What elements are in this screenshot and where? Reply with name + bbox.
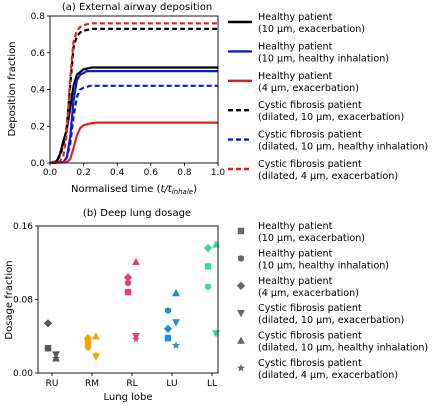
panel-a-x-tick-label: 0.6 (144, 168, 159, 178)
panel-a-series (49, 22, 218, 165)
panel-b-legend-marker-2 (237, 255, 245, 262)
panel-a-x-tick-label: 0.4 (110, 168, 125, 178)
panel-a-legend-label-5-line-2: (dilated, 10 µm, healthy inhalation) (258, 142, 428, 153)
panel-b-ticks: RU RM RL LU LL 0.00 0.08 0.16 (13, 222, 217, 389)
panel-b-legend-marker-5 (237, 336, 245, 344)
panel-b-y-axis-label: Dosage fraction (4, 260, 15, 339)
panel-b-marker-ru-series-6 (51, 354, 61, 362)
panel-b-marker-rl-series-1 (124, 288, 132, 296)
panel-a-legend-label-1-line-1: Healthy patient (258, 12, 333, 23)
panel-b: (b) Deep lung dosage RU RM RL LU LL 0.00 0.08 0… (4, 208, 428, 403)
panel-a-legend-label-4-line-2: (dilated, 10 µm, exacerbation) (258, 112, 404, 123)
panel-b-marker-rl-series-6 (131, 334, 141, 343)
panel-b-marker-rl-series-5 (132, 257, 140, 266)
panel-b-marker-rm-series-5 (92, 332, 100, 340)
panel-b-marker-ru-series-3 (43, 319, 53, 328)
panel-b-marker-lu-series-1 (164, 334, 172, 342)
panel-b-marker-ll-series-1 (204, 263, 212, 270)
panel-a-legend-label-2-line-2: (10 µm, healthy inhalation) (258, 53, 389, 64)
panel-a-y-tick-label: 0.4 (31, 86, 46, 96)
panel-b-marker-lu-series-4 (172, 319, 180, 327)
panel-b-marker-ru-series-2 (44, 344, 52, 352)
panel-b-legend-label-6-line-1: Cystic fibrosis patient (258, 358, 362, 369)
panel-b-marker-ll-series-2 (204, 283, 212, 290)
panel-b-marker-lu-series-3 (163, 324, 173, 334)
panel-a-y-tick-label: 0.0 (31, 159, 46, 169)
panel-b-marker-lu-series-6 (171, 341, 181, 349)
panel-b-x-tick-label: RL (126, 379, 137, 389)
panel-a-series-line-6 (49, 22, 218, 165)
panel-b-x-tick-label: LU (166, 379, 177, 389)
panel-b-marker-ll-series-6 (211, 328, 221, 337)
panel-a-legend-label-6-line-2: (dilated, 4 µm, exacerbation) (258, 171, 398, 182)
panel-b-x-axis-label: Lung lobe (104, 392, 153, 403)
panel-a-legend-label-4-line-1: Cystic fibrosis patient (258, 100, 362, 111)
panel-a-x-tick-label: 0.8 (177, 168, 192, 178)
panel-a-ticks: 0.0 0.2 0.4 0.6 0.8 1.0 0.0 0.2 0.4 0.6 0.8 (31, 12, 226, 178)
panel-b-x-tick-label: RU (46, 379, 59, 389)
panel-b-marker-rm-series-1 (84, 339, 92, 346)
panel-b-marker-rm-series-2 (84, 344, 92, 351)
panel-a-legend-label-6-line-1: Cystic fibrosis patient (258, 159, 362, 170)
panel-b-legend-label-6-line-2: (dilated, 4 µm, exacerbation) (258, 370, 398, 381)
panel-a-x-tick-label: 1.0 (211, 168, 226, 178)
panel-a-x-tick-label: 0.2 (76, 168, 90, 178)
panel-b-title: (b) Deep lung dosage (83, 208, 191, 219)
panel-a-y-tick-label: 0.6 (31, 49, 46, 59)
panel-a-legend-label-2-line-1: Healthy patient (258, 41, 333, 52)
panel-b-y-tick-label: 0.00 (13, 369, 33, 379)
panel-a-series-line-1 (49, 66, 218, 165)
panel-b-legend-label-1-line-2: (10 µm, exacerbation) (258, 233, 365, 244)
panel-b-legend-label-4-line-1: Cystic fibrosis patient (258, 303, 362, 314)
panel-b-x-tick-label: LL (207, 379, 217, 389)
panel-a-legend: Healthy patient(10 µm, exacerbation)Heal… (228, 12, 428, 182)
panel-b-legend-label-3-line-1: Healthy patient (258, 276, 333, 287)
panel-a-legend-label-5-line-1: Cystic fibrosis patient (258, 130, 362, 141)
panel-b-marker-rm-series-3 (83, 333, 93, 343)
panel-b-legend-label-1-line-1: Healthy patient (258, 221, 333, 232)
panel-b-marker-lu-series-2 (164, 307, 172, 314)
panel-a-x-axis-label: Normalised time (t/tinhale) (71, 184, 197, 196)
panel-b-marker-ll-series-5 (212, 240, 220, 248)
panel-a-y-tick-label: 0.8 (31, 12, 46, 22)
panel-b-y-tick-label: 0.16 (13, 222, 33, 232)
panel-b-markers (43, 240, 221, 362)
panel-a-series-line-3 (49, 121, 218, 165)
panel-a: (a) External airway deposition 0.0 0.2 0.4… (7, 2, 428, 196)
panel-a-title: (a) External airway deposition (62, 2, 212, 13)
panel-b-legend-marker-1 (237, 227, 245, 235)
panel-b-marker-ll-series-3 (203, 243, 213, 253)
panel-b-legend-label-2-line-2: (10 µm, healthy inhalation) (258, 260, 389, 271)
panel-b-legend-marker-6 (236, 363, 246, 372)
panel-a-y-tick-label: 0.2 (31, 122, 45, 132)
panel-b-legend-marker-3 (236, 281, 246, 290)
panel-b-y-tick-label: 0.08 (13, 296, 33, 306)
panel-a-legend-label-1-line-2: (10 µm, exacerbation) (258, 24, 365, 35)
panel-b-legend-label-5-line-1: Cystic fibrosis patient (258, 331, 362, 342)
panel-b-legend-label-3-line-2: (4 µm, exacerbation) (258, 288, 359, 299)
panel-b-legend-label-5-line-2: (dilated, 10 µm, healthy inhalation) (258, 343, 428, 354)
panel-b-legend-label-2-line-1: Healthy patient (258, 248, 333, 259)
panel-b-marker-lu-series-5 (172, 288, 180, 297)
panel-b-x-tick-label: RM (85, 379, 99, 389)
panel-a-series-line-4 (49, 27, 218, 165)
panel-a-x-tick-label: 0.0 (43, 168, 58, 178)
panel-a-series-line-5 (49, 84, 218, 165)
panel-b-legend: Healthy patient(10 µm, exacerbation)Heal… (236, 221, 428, 381)
panel-b-marker-rl-series-2 (124, 279, 132, 287)
panel-b-axes-frame (37, 225, 219, 374)
panel-b-legend-label-4-line-2: (dilated, 10 µm, exacerbation) (258, 315, 404, 326)
panel-a-axes-frame (49, 15, 219, 164)
panel-a-y-axis-label: Deposition fraction (7, 41, 18, 136)
panel-b-legend-marker-4 (237, 310, 245, 318)
panel-a-legend-label-3-line-1: Healthy patient (258, 71, 333, 82)
panel-a-legend-label-3-line-2: (4 µm, exacerbation) (258, 83, 359, 94)
panel-b-marker-rl-series-3 (123, 273, 133, 282)
panel-b-marker-rm-series-6 (91, 351, 101, 359)
